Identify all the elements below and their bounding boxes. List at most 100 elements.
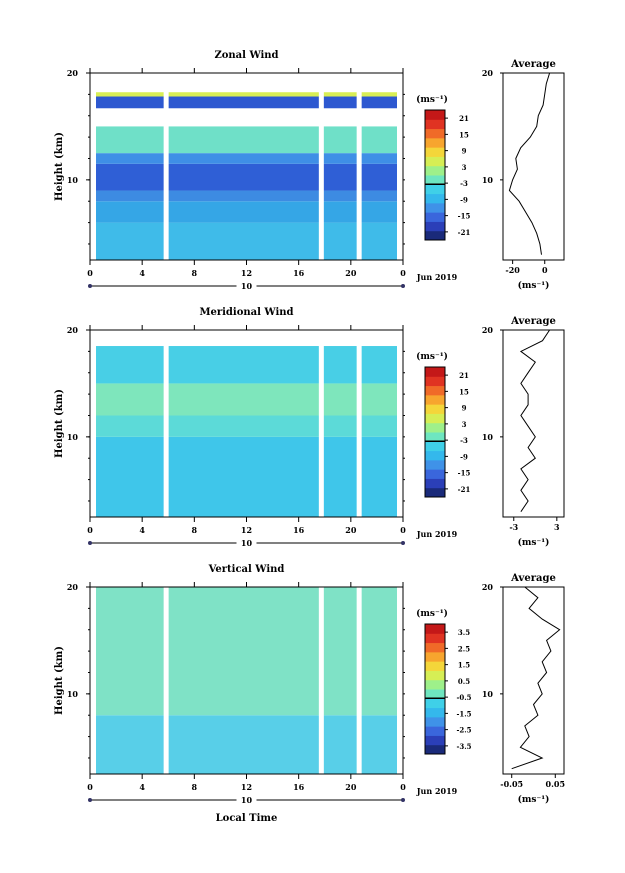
profile-line xyxy=(508,72,551,255)
colorbar-swatch xyxy=(425,432,445,442)
colorbar-swatch xyxy=(425,726,445,736)
data-band xyxy=(96,346,397,384)
day-axis-end xyxy=(88,284,92,288)
data-band xyxy=(96,190,397,202)
profile-x-tick-label: -3 xyxy=(509,522,518,532)
colorbar-tick-label: -3 xyxy=(460,436,468,445)
profile-x-tick-label: 3 xyxy=(554,522,560,532)
colorbar-swatch xyxy=(425,744,445,755)
profile-y-tick-label: 10 xyxy=(482,175,494,185)
x-tick-label: 0 xyxy=(87,268,93,278)
colorbar-swatch xyxy=(425,221,445,232)
day-label-bg xyxy=(236,280,257,292)
x-tick-label: 8 xyxy=(192,268,198,278)
x-tick-label: 16 xyxy=(293,782,305,792)
date-label: Jun 2019 xyxy=(416,786,458,796)
colorbar-swatch xyxy=(425,165,445,176)
colorbar-swatch xyxy=(425,147,445,157)
colorbar-frame xyxy=(424,623,446,755)
chart-title: Vertical Wind xyxy=(208,564,285,575)
colorbar-swatch xyxy=(425,128,445,139)
profile-y-tick-label: 10 xyxy=(482,689,494,699)
colorbar-swatch xyxy=(425,230,445,241)
colorbar-unit: (ms⁻¹) xyxy=(416,94,448,105)
colorbar-swatch xyxy=(425,624,445,634)
profile-frame xyxy=(502,586,565,775)
colorbar-tick-label: -9 xyxy=(460,452,468,461)
data-gap xyxy=(163,73,169,260)
profile-y-tick-label: 20 xyxy=(482,325,494,335)
profile-frame xyxy=(502,72,565,261)
colorbar-tick-label: 3.5 xyxy=(458,628,470,637)
y-axis-label: Height (km) xyxy=(54,132,65,201)
day-label: 10 xyxy=(241,795,253,805)
data-gap xyxy=(356,330,362,517)
x-tick-label: 0 xyxy=(400,525,406,535)
chart-title: Meridional Wind xyxy=(199,307,293,318)
colorbar-swatch xyxy=(425,707,445,718)
colorbar-swatch xyxy=(425,413,445,424)
colorbar-tick-label: 15 xyxy=(459,130,469,139)
colorbar-swatch xyxy=(425,679,445,690)
colorbar-tick-label: -15 xyxy=(458,469,471,478)
profile-x-tick-label: 0.05 xyxy=(546,779,565,789)
colorbar-frame xyxy=(424,109,446,241)
profile-x-tick-label: -0.05 xyxy=(500,779,523,789)
colorbar-tick-label: 3 xyxy=(462,163,467,172)
data-gap xyxy=(163,330,169,517)
x-tick-label: 4 xyxy=(139,525,145,535)
y-axis-label: Height (km) xyxy=(54,389,65,458)
data-band xyxy=(96,201,397,223)
data-gap xyxy=(318,330,324,517)
colorbar-swatch xyxy=(425,633,445,644)
colorbar-tick-label: 0.5 xyxy=(458,677,470,686)
day-label: 10 xyxy=(241,538,253,548)
colorbar-tick-label: -21 xyxy=(458,228,471,237)
colorbar-swatch xyxy=(425,193,445,204)
data-band xyxy=(96,415,397,437)
colorbar-swatch xyxy=(425,202,445,213)
profile-y-tick-label: 20 xyxy=(482,582,494,592)
colorbar-tick-label: 3 xyxy=(462,420,467,429)
y-tick-label: 20 xyxy=(67,325,79,335)
x-tick-label: 0 xyxy=(400,782,406,792)
day-label-bg xyxy=(236,537,257,549)
data-band xyxy=(96,126,397,154)
x-tick-label: 4 xyxy=(139,268,145,278)
data-gap xyxy=(318,587,324,774)
x-tick-label: 16 xyxy=(293,268,305,278)
colorbar-swatch xyxy=(425,394,445,405)
colorbar-tick-label: -9 xyxy=(460,195,468,204)
colorbar-swatch xyxy=(425,689,445,699)
colorbar-swatch xyxy=(425,156,445,167)
colorbar-tick-label: 2.5 xyxy=(458,644,470,653)
x-tick-label: 12 xyxy=(241,782,252,792)
colorbar-swatch xyxy=(425,119,445,130)
day-axis-end xyxy=(88,541,92,545)
colorbar-tick-label: 21 xyxy=(459,371,469,380)
colorbar-tick-label: -21 xyxy=(458,485,471,494)
profile-line xyxy=(511,586,561,770)
day-axis-end xyxy=(401,541,405,545)
x-tick-label: 16 xyxy=(293,525,305,535)
profile-frame xyxy=(502,329,565,518)
day-label-bg xyxy=(236,794,257,806)
y-tick-label: 10 xyxy=(67,175,79,185)
y-tick-label: 10 xyxy=(67,689,79,699)
data-band xyxy=(96,92,397,97)
colorbar-tick-label: -15 xyxy=(458,212,471,221)
y-tick-label: 10 xyxy=(67,432,79,442)
colorbar-tick-label: -3 xyxy=(460,179,468,188)
x-tick-label: 4 xyxy=(139,782,145,792)
data-gap xyxy=(163,587,169,774)
data-band xyxy=(96,163,397,191)
colorbar-swatch xyxy=(425,367,445,377)
x-tick-label: 0 xyxy=(87,782,93,792)
colorbar-tick-label: 15 xyxy=(459,387,469,396)
x-axis-label: Local Time xyxy=(216,813,278,824)
data-band xyxy=(96,587,397,716)
colorbar-tick-label: -2.5 xyxy=(456,726,471,735)
